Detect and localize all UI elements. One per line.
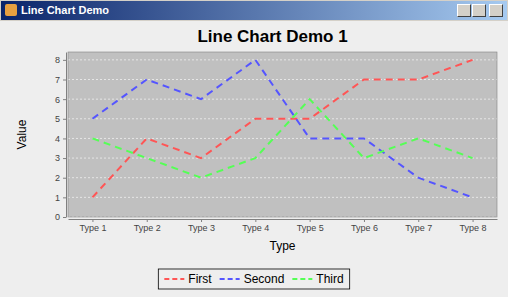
window-title-bar: Line Chart Demo (0, 0, 508, 21)
x-tick: Type 5 (297, 219, 324, 233)
x-tick-mark (255, 219, 256, 222)
maximize-button[interactable] (472, 4, 486, 17)
y-tick-mark (63, 178, 66, 179)
y-tick-mark (63, 119, 66, 120)
x-tick-mark (92, 219, 93, 222)
y-tick-mark (63, 99, 66, 100)
y-tick-mark (63, 60, 66, 61)
grid-line (68, 79, 497, 80)
legend-label: Second (244, 272, 285, 286)
grid-line (68, 197, 497, 198)
y-tick: 8 (55, 55, 66, 65)
x-tick-mark (310, 219, 311, 222)
legend-item: Second (220, 272, 285, 286)
x-tick: Type 4 (242, 219, 269, 233)
x-tick-label: Type 7 (405, 223, 432, 233)
plot-frame (68, 52, 497, 217)
legend-swatch (292, 278, 312, 280)
legend: First Second Third (158, 269, 349, 289)
legend-swatch (220, 278, 240, 280)
y-tick-label: 3 (55, 153, 60, 163)
y-tick-mark (63, 138, 66, 139)
grid-line (68, 99, 497, 100)
y-tick-label: 4 (55, 134, 60, 144)
window-title: Line Chart Demo (21, 4, 109, 16)
series-line (92, 60, 472, 198)
x-tick-mark (147, 219, 148, 222)
grid-line (68, 59, 497, 60)
y-tick: 7 (55, 75, 66, 85)
x-tick-mark (201, 219, 202, 222)
y-tick-mark (63, 197, 66, 198)
x-tick: Type 3 (188, 219, 215, 233)
x-tick: Type 2 (134, 219, 161, 233)
x-axis-line (69, 219, 498, 220)
y-tick-label: 5 (55, 114, 60, 124)
x-tick: Type 1 (79, 219, 106, 233)
window-icon (5, 4, 17, 16)
legend-swatch (164, 278, 184, 280)
minimize-button[interactable] (457, 4, 471, 17)
x-axis-title: Type (269, 239, 295, 253)
plot-background (68, 52, 497, 217)
y-tick: 1 (55, 193, 66, 203)
grid-line (68, 158, 497, 159)
chart-title: Line Chart Demo 1 (197, 27, 347, 46)
x-tick-label: Type 1 (79, 223, 106, 233)
y-tick-label: 0 (55, 212, 60, 222)
legend-item: First (164, 272, 212, 286)
grid (68, 60, 497, 217)
chart: 012345678Type 1Type 2Type 3Type 4Type 5T… (0, 21, 508, 297)
x-tick-mark (418, 219, 419, 222)
y-tick: 0 (55, 212, 66, 222)
y-axis: 0 1 2 3 4 5 6 7 8 (55, 53, 67, 223)
series-line (92, 99, 472, 178)
x-tick-label: Type 3 (188, 223, 215, 233)
y-tick-label: 2 (55, 173, 60, 183)
y-tick: 6 (55, 95, 66, 105)
close-button[interactable] (489, 4, 503, 17)
lines (92, 60, 472, 198)
y-tick-label: 6 (55, 95, 60, 105)
y-tick-mark (63, 80, 66, 81)
y-tick: 3 (55, 153, 66, 163)
grid-line (68, 138, 497, 139)
y-axis-title: Value (15, 119, 29, 149)
y-tick: 5 (55, 114, 66, 124)
x-tick: Type 8 (460, 219, 487, 233)
y-tick-label: 8 (55, 55, 60, 65)
legend-box (158, 269, 349, 289)
page: {"window": {"title": "Line Chart Demo"},… (0, 0, 508, 297)
y-tick: 2 (55, 173, 66, 183)
x-tick: Type 7 (405, 219, 432, 233)
y-axis-line (66, 53, 67, 218)
x-tick-mark (473, 219, 474, 222)
legend-item: Third (292, 272, 343, 286)
x-tick-label: Type 5 (297, 223, 324, 233)
x-tick-label: Type 4 (242, 223, 269, 233)
y-tick-label: 7 (55, 75, 60, 85)
y-tick-mark (63, 217, 66, 218)
x-axis: Type 1 Type 2 Type 3 Type 4 Type 5 Type 6 Type… (69, 219, 498, 233)
series-line (92, 60, 472, 198)
x-tick-mark (364, 219, 365, 222)
y-tick-label: 1 (55, 193, 60, 203)
y-tick-mark (63, 158, 66, 159)
y-tick: 4 (55, 134, 66, 144)
x-tick-label: Type 2 (134, 223, 161, 233)
grid-line (68, 177, 497, 178)
chart-background (0, 21, 508, 297)
x-tick-label: Type 6 (351, 223, 378, 233)
legend-label: First (188, 272, 212, 286)
x-tick-label: Type 8 (460, 223, 487, 233)
x-tick: Type 6 (351, 219, 378, 233)
legend-label: Third (316, 272, 343, 286)
